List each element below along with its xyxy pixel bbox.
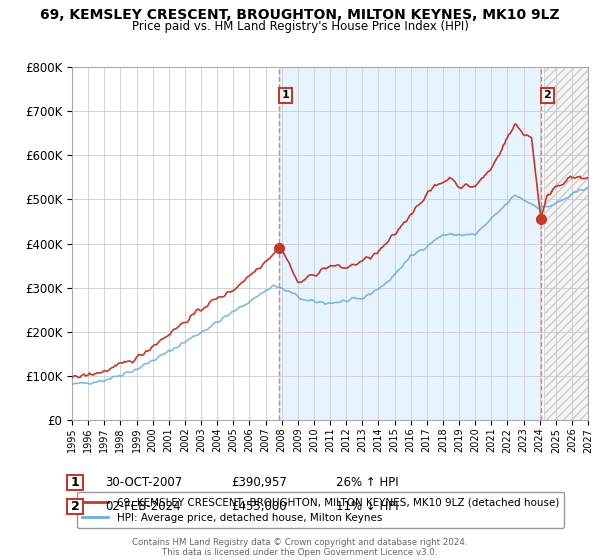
Text: 69, KEMSLEY CRESCENT, BROUGHTON, MILTON KEYNES, MK10 9LZ: 69, KEMSLEY CRESCENT, BROUGHTON, MILTON …: [40, 8, 560, 22]
FancyBboxPatch shape: [67, 498, 83, 514]
Text: 30-OCT-2007: 30-OCT-2007: [105, 476, 182, 489]
Text: 2: 2: [71, 500, 79, 513]
Text: Price paid vs. HM Land Registry's House Price Index (HPI): Price paid vs. HM Land Registry's House …: [131, 20, 469, 32]
Legend: 69, KEMSLEY CRESCENT, BROUGHTON, MILTON KEYNES, MK10 9LZ (detached house), HPI: : 69, KEMSLEY CRESCENT, BROUGHTON, MILTON …: [77, 492, 565, 528]
FancyBboxPatch shape: [67, 475, 83, 489]
Text: £455,000: £455,000: [231, 500, 287, 514]
Text: 26% ↑ HPI: 26% ↑ HPI: [336, 476, 398, 489]
Text: 11% ↓ HPI: 11% ↓ HPI: [336, 500, 398, 514]
Bar: [279, 67, 541, 420]
Text: 2: 2: [544, 90, 551, 100]
Text: £390,957: £390,957: [231, 476, 287, 489]
Text: 02-FEB-2024: 02-FEB-2024: [105, 500, 181, 514]
Text: 1: 1: [71, 475, 79, 489]
Bar: [544, 67, 588, 420]
Text: 1: 1: [281, 90, 289, 100]
Text: Contains HM Land Registry data © Crown copyright and database right 2024.
This d: Contains HM Land Registry data © Crown c…: [132, 538, 468, 557]
